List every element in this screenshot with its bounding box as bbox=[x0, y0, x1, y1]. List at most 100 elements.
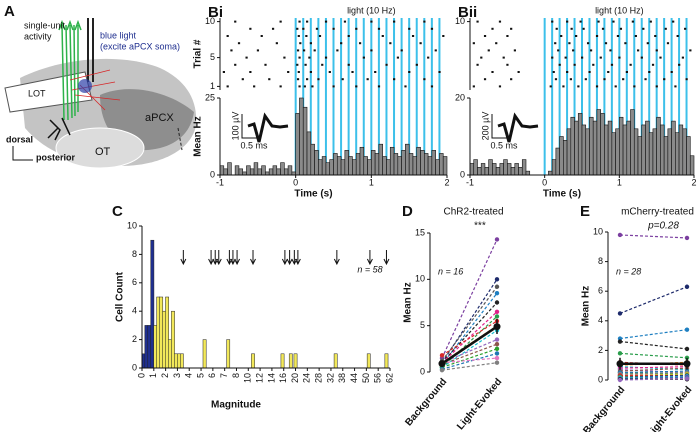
pair-line bbox=[441, 279, 498, 364]
spike bbox=[389, 42, 392, 45]
spike bbox=[674, 85, 677, 88]
spike bbox=[226, 85, 229, 88]
bar bbox=[314, 150, 319, 176]
bar bbox=[288, 353, 293, 369]
bar bbox=[492, 163, 497, 176]
spike bbox=[646, 42, 649, 45]
electrodes bbox=[58, 19, 82, 121]
bar bbox=[389, 146, 395, 176]
x-tick-label: Background bbox=[581, 385, 627, 432]
bar bbox=[596, 109, 601, 176]
spike bbox=[427, 56, 430, 59]
x-tick-label: 5 bbox=[195, 373, 205, 378]
spike bbox=[336, 49, 339, 52]
bar bbox=[333, 353, 338, 369]
spike bbox=[472, 42, 475, 45]
bar bbox=[473, 159, 478, 176]
spike bbox=[480, 56, 483, 59]
spike bbox=[393, 78, 396, 81]
spike bbox=[370, 49, 373, 52]
spike bbox=[302, 27, 305, 30]
spike bbox=[298, 56, 301, 59]
scale-bar bbox=[491, 114, 510, 139]
spike bbox=[271, 27, 275, 30]
spike bbox=[245, 56, 248, 59]
y-tick-label: 10 bbox=[593, 226, 603, 236]
spike bbox=[423, 78, 426, 81]
y-tick-label: 6 bbox=[132, 277, 137, 287]
panel-label: Bii bbox=[458, 4, 477, 21]
spike bbox=[476, 20, 479, 23]
point bbox=[617, 232, 623, 238]
spike bbox=[311, 85, 314, 88]
bar bbox=[663, 136, 669, 176]
spike bbox=[313, 49, 316, 52]
spike bbox=[355, 27, 358, 30]
scale-label: 100 µV bbox=[230, 112, 240, 141]
bar bbox=[405, 143, 410, 176]
lot-region bbox=[4, 71, 93, 113]
pair-line bbox=[441, 239, 498, 359]
bar bbox=[548, 170, 553, 176]
spike bbox=[324, 56, 328, 59]
spike bbox=[296, 27, 299, 30]
x-tick-label: -1 bbox=[216, 177, 224, 187]
label: single-unit bbox=[24, 20, 66, 30]
point bbox=[617, 351, 623, 356]
spike bbox=[315, 27, 319, 30]
y-tick-label: 0 bbox=[460, 169, 465, 179]
x-tick-label: 8 bbox=[231, 373, 241, 378]
bar bbox=[477, 167, 482, 176]
bar bbox=[514, 163, 519, 176]
spike bbox=[588, 71, 591, 73]
point bbox=[684, 376, 690, 381]
spike bbox=[666, 42, 670, 45]
pair-line bbox=[441, 352, 498, 370]
spike bbox=[241, 78, 244, 81]
bar bbox=[321, 156, 327, 176]
bar bbox=[686, 136, 691, 176]
bar bbox=[682, 128, 687, 176]
bar bbox=[293, 353, 298, 369]
y-tick-label: 10 bbox=[127, 220, 137, 230]
spike bbox=[279, 20, 282, 23]
bar bbox=[525, 170, 531, 176]
spike bbox=[549, 85, 552, 88]
bar bbox=[563, 140, 568, 176]
bar bbox=[257, 168, 262, 176]
bar bbox=[284, 168, 289, 176]
x-tick-label: 1 bbox=[617, 177, 622, 187]
x-tick-label: 10 bbox=[243, 373, 253, 383]
bar bbox=[397, 156, 402, 176]
spike bbox=[676, 35, 679, 37]
spike bbox=[566, 71, 569, 73]
x-tick-label: Background bbox=[403, 377, 449, 429]
bar bbox=[219, 165, 225, 176]
spike bbox=[689, 49, 692, 52]
spike bbox=[306, 78, 309, 81]
y-tick-label: 20 bbox=[455, 92, 465, 102]
spike bbox=[634, 35, 637, 37]
mean-point bbox=[683, 360, 691, 368]
bar bbox=[280, 353, 285, 369]
pair-line bbox=[619, 370, 688, 374]
spike bbox=[637, 49, 640, 52]
spike bbox=[506, 63, 509, 66]
spike bbox=[554, 78, 558, 81]
spike bbox=[362, 56, 365, 59]
y-tick-label: 5 bbox=[210, 52, 215, 62]
bar bbox=[238, 168, 244, 176]
x-tick-label: 0 bbox=[293, 177, 298, 187]
spike bbox=[599, 56, 602, 59]
spike bbox=[355, 85, 358, 88]
spike bbox=[347, 35, 350, 37]
bar bbox=[268, 168, 274, 176]
spike bbox=[318, 35, 322, 37]
spike bbox=[374, 71, 377, 73]
spike bbox=[592, 63, 595, 66]
spike bbox=[498, 20, 502, 23]
pair-line bbox=[441, 357, 498, 364]
scale-bar bbox=[241, 114, 260, 139]
spike bbox=[554, 42, 557, 45]
